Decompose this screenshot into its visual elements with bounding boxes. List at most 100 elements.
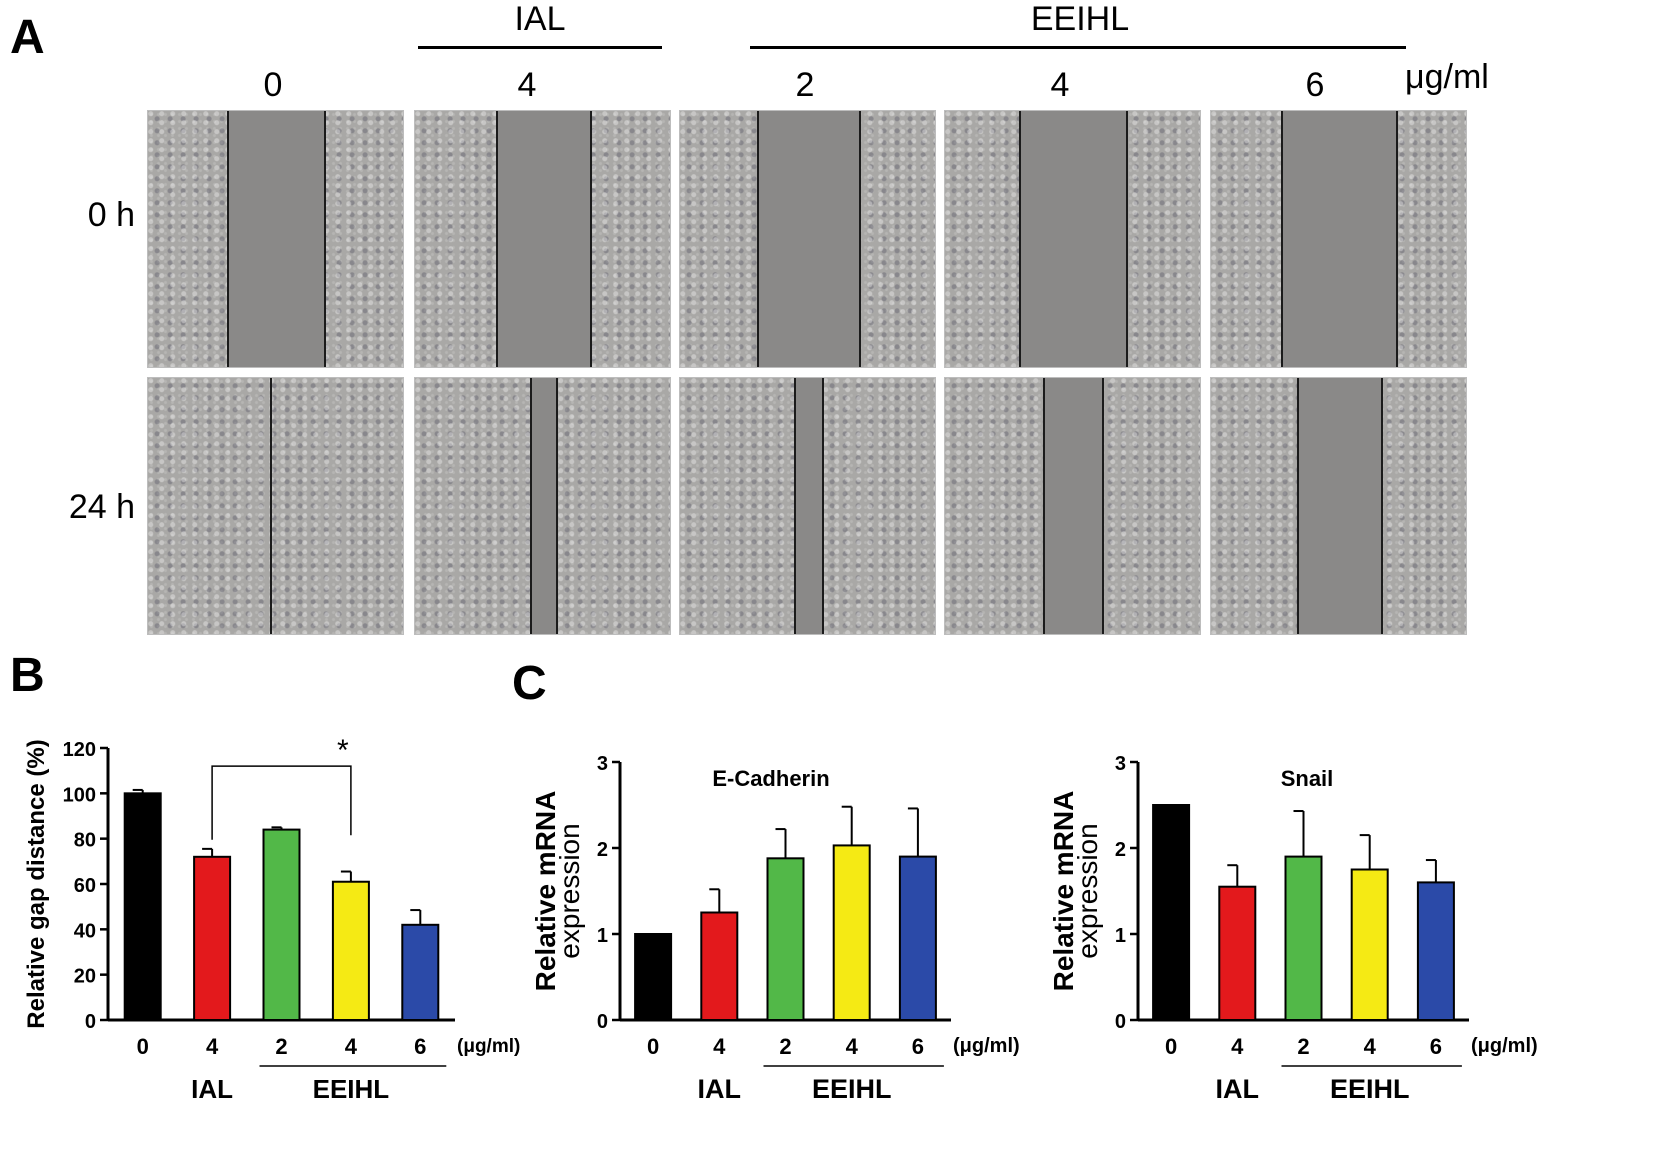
x-tick-label: 6 bbox=[1430, 1034, 1442, 1059]
unit-label: (μg/ml) bbox=[953, 1035, 1020, 1057]
panel-label-c: C bbox=[512, 657, 547, 710]
gap-edge-line bbox=[270, 378, 272, 634]
scratch-gap bbox=[496, 111, 590, 367]
micrograph-24h-0 bbox=[147, 377, 404, 635]
bar bbox=[123, 792, 162, 1022]
micrograph-0h-4 bbox=[1210, 110, 1467, 368]
x-tick-label: 4 bbox=[846, 1034, 859, 1059]
bar bbox=[898, 855, 937, 1021]
y-axis-label: expression bbox=[1072, 823, 1103, 958]
group-label-eeihl: EEIHL bbox=[1330, 1074, 1410, 1104]
y-tick-label: 40 bbox=[74, 920, 96, 942]
chart-title: Snail bbox=[1281, 766, 1334, 791]
gap-edge-line bbox=[1043, 378, 1045, 634]
y-tick-label: 2 bbox=[597, 839, 608, 861]
gap-edge-line bbox=[794, 378, 796, 634]
group-label-ial: IAL bbox=[1216, 1074, 1260, 1104]
y-axis-label: Relative mRNA bbox=[530, 791, 561, 992]
significance-bracket bbox=[211, 765, 352, 840]
y-tick-label: 1 bbox=[1115, 925, 1126, 947]
y-tick-label: 0 bbox=[85, 1011, 96, 1033]
bar bbox=[1350, 868, 1389, 1021]
group-line-ial bbox=[418, 46, 662, 49]
bar bbox=[766, 857, 805, 1021]
gap-edge-line bbox=[227, 111, 229, 367]
unit-label: (μg/ml) bbox=[1471, 1035, 1538, 1057]
scratch-gap bbox=[1019, 111, 1126, 367]
x-tick-label: 4 bbox=[1231, 1034, 1244, 1059]
row-label-0h: 0 h bbox=[87, 196, 135, 234]
gap-edge-line bbox=[496, 111, 498, 367]
y-tick-label: 80 bbox=[74, 830, 96, 852]
gap-edge-line bbox=[1126, 111, 1128, 367]
unit-label: (μg/ml) bbox=[457, 1036, 520, 1057]
bar bbox=[1284, 855, 1323, 1021]
scratch-gap bbox=[1297, 378, 1381, 634]
scratch-gap bbox=[1281, 111, 1396, 367]
y-tick-label: 3 bbox=[1115, 753, 1126, 775]
y-axis-label: Relative mRNA bbox=[1048, 791, 1079, 992]
bar bbox=[331, 880, 370, 1021]
gap-edge-line bbox=[590, 111, 592, 367]
x-tick-label: 2 bbox=[1297, 1034, 1309, 1059]
micrograph-0h-2 bbox=[679, 110, 936, 368]
dose-label: 2 bbox=[795, 66, 815, 104]
y-axis-label: expression bbox=[554, 823, 585, 958]
x-tick-label: 0 bbox=[137, 1034, 149, 1059]
scratch-gap bbox=[794, 378, 822, 634]
y-tick-label: 0 bbox=[597, 1011, 608, 1033]
x-tick-label: 6 bbox=[912, 1034, 924, 1059]
panel-label-a: A bbox=[10, 11, 45, 64]
group-label-ial: IAL bbox=[514, 0, 566, 38]
x-tick-label: 2 bbox=[275, 1034, 287, 1059]
bar bbox=[1218, 885, 1257, 1021]
group-label-eeihl: EEIHL bbox=[313, 1074, 390, 1104]
micrograph-24h-4 bbox=[1210, 377, 1467, 635]
gap-edge-line bbox=[757, 111, 759, 367]
bar bbox=[700, 911, 739, 1021]
y-tick-label: 3 bbox=[597, 753, 608, 775]
gap-edge-line bbox=[324, 111, 326, 367]
bar bbox=[262, 828, 301, 1021]
panel-label-b: B bbox=[10, 649, 45, 702]
micrograph-0h-3 bbox=[944, 110, 1201, 368]
group-label-ial: IAL bbox=[698, 1074, 742, 1104]
bar bbox=[401, 923, 440, 1021]
y-tick-label: 120 bbox=[63, 739, 96, 761]
micrograph-0h-0 bbox=[147, 110, 404, 368]
gap-edge-line bbox=[1381, 378, 1383, 634]
significance-marker: * bbox=[337, 734, 349, 767]
gap-edge-line bbox=[1102, 378, 1104, 634]
scratch-gap bbox=[1043, 378, 1102, 634]
y-tick-label: 0 bbox=[1115, 1011, 1126, 1033]
dose-label: 4 bbox=[1050, 66, 1070, 104]
gap-edge-line bbox=[1019, 111, 1021, 367]
micrograph-24h-2 bbox=[679, 377, 936, 635]
y-tick-label: 2 bbox=[1115, 839, 1126, 861]
group-label-eeihl: EEIHL bbox=[1030, 0, 1130, 38]
y-axis-label: Relative gap distance (%) bbox=[23, 739, 50, 1028]
y-tick-label: 100 bbox=[63, 784, 96, 806]
gap-edge-line bbox=[1396, 111, 1398, 367]
x-tick-label: 6 bbox=[414, 1034, 426, 1059]
y-tick-label: 20 bbox=[74, 966, 96, 988]
micrograph-24h-3 bbox=[944, 377, 1201, 635]
micrograph-0h-1 bbox=[414, 110, 671, 368]
y-tick-label: 1 bbox=[597, 925, 608, 947]
dose-label: 0 bbox=[263, 66, 283, 104]
gap-edge-line bbox=[530, 378, 532, 634]
y-tick-label: 60 bbox=[74, 875, 96, 897]
x-tick-label: 0 bbox=[647, 1034, 659, 1059]
x-tick-label: 4 bbox=[1364, 1034, 1377, 1059]
bar bbox=[634, 933, 673, 1021]
x-tick-label: 0 bbox=[1165, 1034, 1177, 1059]
group-line-eeihl bbox=[750, 46, 1406, 49]
group-label-ial: IAL bbox=[191, 1074, 233, 1104]
scratch-gap bbox=[530, 378, 556, 634]
gap-edge-line bbox=[556, 378, 558, 634]
row-label-24h: 24 h bbox=[68, 488, 135, 526]
scratch-gap bbox=[757, 111, 859, 367]
bar bbox=[832, 844, 871, 1021]
group-label-eeihl: EEIHL bbox=[812, 1074, 892, 1104]
